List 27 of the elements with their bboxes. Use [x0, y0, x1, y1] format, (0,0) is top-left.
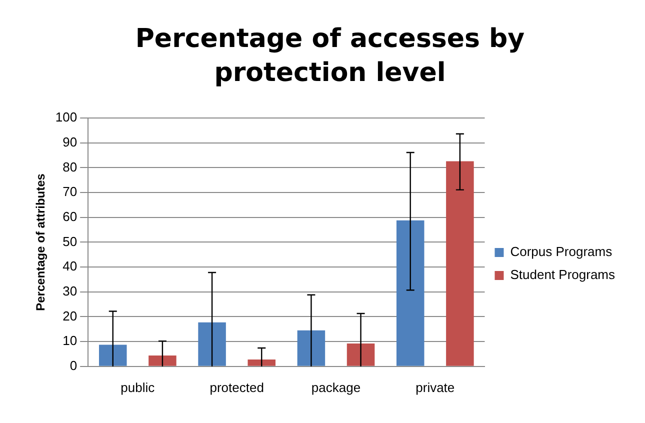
y-tick-label: 100 — [55, 110, 78, 125]
legend-label: Student Programs — [510, 267, 616, 282]
bar — [198, 322, 226, 366]
x-tick-label: private — [416, 380, 455, 395]
x-tick-label: public — [120, 380, 156, 395]
y-tick-label: 0 — [70, 358, 78, 373]
bar — [99, 344, 127, 366]
legend-label: Corpus Programs — [510, 244, 613, 260]
y-tick-label: 20 — [62, 308, 78, 324]
y-tick-label: 80 — [62, 159, 78, 174]
y-tick-label: 10 — [62, 333, 78, 348]
x-tick-label: protected — [210, 380, 264, 395]
y-tick-label: 70 — [62, 184, 78, 200]
bar — [346, 344, 375, 366]
y-tick-label: 90 — [62, 134, 78, 150]
bar — [248, 359, 276, 366]
chart-title: Percentage of accesses by protection level — [134, 23, 526, 90]
bar — [446, 161, 474, 366]
bar — [297, 330, 326, 366]
bar — [396, 220, 424, 366]
y-tick-label: 40 — [62, 258, 78, 274]
x-tick-label: package — [311, 380, 361, 395]
y-tick-label: 30 — [62, 283, 78, 298]
y-tick-label: 50 — [62, 234, 78, 249]
bar — [148, 355, 176, 366]
y-tick-label: 60 — [62, 208, 78, 224]
y-axis-title: Percentage of attributes — [34, 173, 48, 311]
